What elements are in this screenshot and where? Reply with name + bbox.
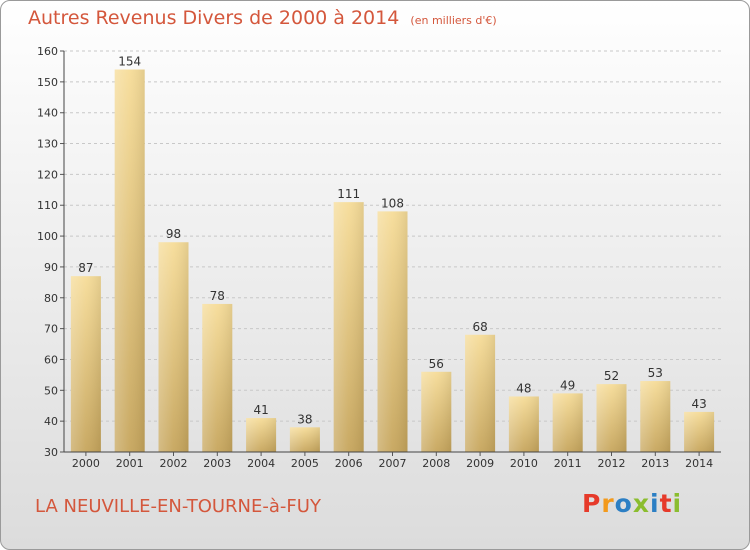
y-tick-label: 140 [37,107,58,120]
bar-shade [114,69,145,452]
logo-letter: o [614,489,633,518]
bar-shade [246,418,277,452]
y-tick-label: 150 [37,76,58,89]
bar-shade [70,276,101,452]
y-tick-label: 30 [44,446,58,459]
data-label: 154 [118,55,141,69]
proxiti-logo: Proxiti [582,489,682,518]
bar-shade [289,427,320,452]
bar-shade [508,396,539,452]
logo-letter: x [632,489,650,518]
data-label: 49 [560,378,575,392]
y-tick-label: 130 [37,138,58,151]
logo-letter: r [601,489,615,518]
logo-letter: P [582,489,602,518]
logo-letter: i [650,489,660,518]
data-label: 56 [429,357,444,371]
commune-name: LA NEUVILLE-EN-TOURNE-à-FUY [35,496,321,517]
bar-shade [465,334,496,452]
y-tick-label: 100 [37,230,58,243]
x-tick-label: 2011 [554,457,582,470]
data-label: 53 [648,366,663,380]
x-tick-label: 2009 [466,457,494,470]
x-tick-label: 2005 [291,457,319,470]
x-tick-label: 2001 [116,457,144,470]
data-label: 87 [78,261,93,275]
y-tick-label: 160 [37,45,58,58]
data-label: 43 [691,397,706,411]
y-tick-label: 90 [44,261,58,274]
unit-label: (en milliers d'€) [410,14,497,27]
data-label: 38 [297,412,312,426]
chart-title: Autres Revenus Divers de 2000 à 2014 [28,7,400,29]
bar-shade [202,303,233,452]
data-label: 111 [337,187,360,201]
y-tick-label: 70 [44,323,58,336]
x-tick-label: 2008 [422,457,450,470]
bar-shade [333,202,364,452]
x-tick-label: 2002 [160,457,188,470]
bar-shade [596,384,627,452]
chart-title-block: Autres Revenus Divers de 2000 à 2014 (en… [28,7,497,29]
data-label: 108 [381,196,404,210]
x-tick-label: 2004 [247,457,275,470]
x-tick-label: 2013 [641,457,669,470]
x-tick-label: 2012 [598,457,626,470]
bar-shade [684,411,715,452]
x-tick-label: 2007 [379,457,407,470]
logo-letter: i [672,489,683,518]
data-label: 98 [166,227,181,241]
data-label: 52 [604,369,619,383]
bar-shade [552,393,583,452]
x-tick-label: 2003 [203,457,231,470]
logo-letter: t [659,489,673,518]
bar-shade [158,242,189,452]
y-tick-label: 60 [44,353,58,366]
data-label: 48 [516,381,531,395]
x-tick-label: 2006 [335,457,363,470]
y-tick-label: 80 [44,292,58,305]
bar-shade [640,381,671,452]
data-label: 68 [472,320,487,334]
data-labels: 87 154 98 78 41 38 111 108 56 68 48 49 52 53 43 [78,55,706,427]
data-label: 41 [253,403,268,417]
x-tick-label: 2000 [72,457,100,470]
bar-shade [377,211,408,452]
y-tick-label: 110 [37,199,58,212]
x-tick-label: 2010 [510,457,538,470]
axes: 30 40 50 60 70 80 90 100 110 120 130 140 150 160 2000 2… [37,45,721,470]
x-tick-label: 2014 [685,457,713,470]
bar-shade [421,371,452,452]
bars [70,69,715,452]
y-tick-label: 120 [37,168,58,181]
y-tick-label: 50 [44,384,58,397]
data-label: 78 [210,289,225,303]
y-tick-label: 40 [44,415,58,428]
